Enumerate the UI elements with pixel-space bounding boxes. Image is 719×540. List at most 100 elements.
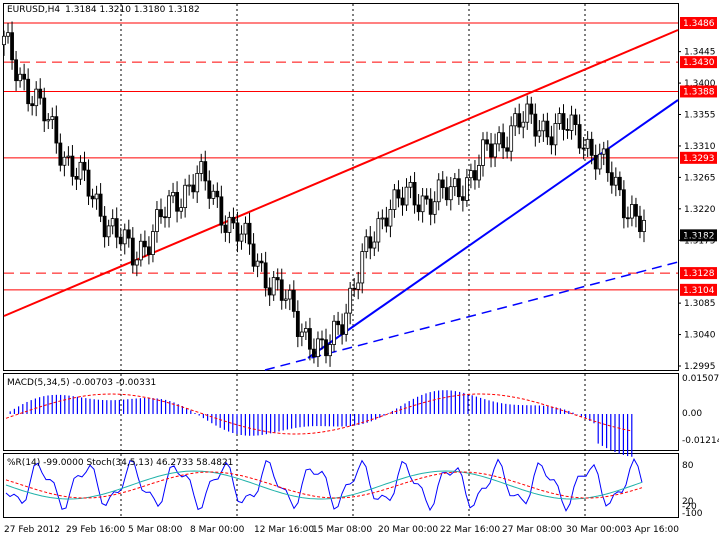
candle-body — [493, 143, 497, 158]
current-price-tag — [680, 229, 717, 242]
candle-body — [605, 148, 610, 174]
candle-body — [533, 113, 538, 137]
price-tick-label: 1.2995 — [684, 362, 716, 372]
oscillator-label: %R(14) -99.0000 Stoch(34,5,13) 46.2733 5… — [7, 458, 233, 468]
candle-body — [464, 177, 469, 201]
oscillator-tick-label: -100 — [682, 509, 703, 519]
price-tick-label: 1.3310 — [684, 142, 716, 152]
time-axis-label: 27 Mar 08:00 — [502, 525, 562, 535]
candle-body — [501, 132, 506, 149]
candle-body — [577, 124, 582, 149]
candle-body — [316, 338, 320, 358]
price-tick-label: 1.3400 — [684, 79, 716, 89]
candle-body — [130, 237, 135, 266]
level-price-label: 1.3128 — [683, 269, 715, 279]
price-tick-label: 1.3175 — [684, 236, 716, 246]
chart-header: EURUSD,H4 1.3184 1.3210 1.3180 1.3182 — [7, 5, 200, 15]
candle-body — [372, 241, 377, 249]
candle-body — [332, 320, 336, 345]
candle-body — [82, 161, 87, 171]
candle-body — [469, 170, 473, 179]
macd-tick-label: 0.00 — [682, 409, 702, 419]
candle-body — [2, 35, 6, 46]
candle-body — [122, 229, 127, 245]
candle-body — [98, 193, 103, 217]
candle-body — [207, 180, 212, 199]
candle-body — [621, 189, 626, 219]
candle-body — [275, 277, 280, 281]
candle-body — [239, 233, 244, 242]
price-panel[interactable] — [3, 3, 679, 371]
candle-body — [114, 218, 119, 238]
price-tick-label: 1.3355 — [684, 111, 716, 121]
candle-body — [138, 240, 143, 261]
candle-body — [259, 260, 264, 264]
candle-body — [251, 243, 256, 267]
candle-body — [392, 189, 397, 210]
candle-body — [215, 190, 220, 198]
level-price-tag — [680, 283, 717, 296]
candle-body — [428, 198, 433, 215]
price-tick-label: 1.3040 — [684, 331, 716, 341]
candle-body — [283, 298, 288, 301]
candle-body — [102, 215, 107, 238]
candle-body — [573, 114, 578, 125]
candle-body — [416, 204, 421, 213]
candle-body — [328, 344, 332, 357]
time-axis-label: 15 Mar 08:00 — [312, 525, 372, 535]
candle-body — [50, 116, 55, 120]
candle-body — [597, 153, 602, 170]
candle-body — [34, 88, 39, 107]
candle-body — [38, 88, 43, 99]
candle-body — [557, 113, 562, 124]
candle-body — [203, 161, 208, 182]
candle-body — [400, 197, 405, 206]
oscillator-panel[interactable] — [3, 453, 679, 518]
candle-body — [267, 287, 272, 296]
level-price-label: 1.3388 — [683, 87, 715, 97]
candle-body — [630, 204, 634, 219]
candle-body — [364, 236, 369, 252]
candle-body — [473, 170, 477, 181]
candle-body — [14, 59, 18, 82]
candle-body — [42, 97, 47, 122]
candle-body — [191, 184, 196, 193]
candle-body — [412, 181, 417, 206]
candle-body — [151, 231, 155, 255]
candle-body — [448, 186, 453, 201]
time-axis-label: 29 Feb 16:00 — [66, 525, 125, 535]
oscillator-tick-label: 20 — [682, 497, 694, 507]
candle-body — [569, 114, 574, 131]
candle-body — [336, 320, 340, 326]
level-price-tag — [680, 267, 717, 280]
stoch-signal-line — [5, 471, 643, 499]
williams-r-line — [5, 457, 643, 512]
candle-body — [456, 178, 461, 198]
candle-body — [263, 262, 268, 289]
candle-body — [118, 236, 123, 245]
candle-body — [167, 195, 171, 218]
candle-body — [541, 120, 546, 132]
candle-body — [460, 196, 465, 201]
candle-body — [348, 287, 353, 314]
candle-body — [175, 192, 179, 212]
candle-body — [299, 331, 304, 337]
candle-body — [74, 176, 79, 180]
level-price-label: 1.3104 — [683, 286, 715, 296]
candle-body — [86, 169, 91, 197]
candle-body — [159, 209, 163, 218]
macd-tick-label: 0.01507 — [682, 374, 719, 384]
candle-body — [356, 282, 361, 290]
price-tick-label: 1.3220 — [684, 205, 716, 215]
candle-body — [477, 165, 481, 181]
candle-body — [155, 209, 159, 232]
candle-body — [585, 138, 590, 149]
candle-body — [424, 195, 429, 200]
candle-body — [396, 189, 401, 199]
time-axis-label: 27 Feb 2012 — [4, 525, 60, 535]
candle-body — [432, 201, 437, 215]
candle-body — [227, 216, 232, 233]
time-axis-label: 12 Mar 16:00 — [254, 525, 314, 535]
